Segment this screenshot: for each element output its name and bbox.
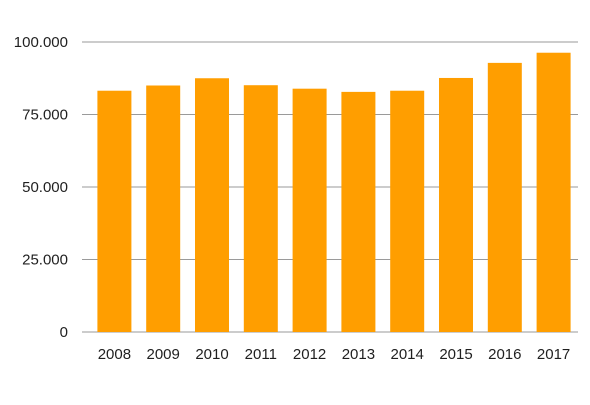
x-tick-label: 2010 (195, 346, 228, 363)
bar-2013 (341, 91, 376, 332)
bar-2014 (390, 90, 425, 332)
x-tick-label: 2014 (391, 346, 424, 363)
bar-2017 (536, 52, 571, 332)
x-tick-label: 2017 (537, 346, 570, 363)
bar-2011 (243, 85, 278, 333)
bar-2016 (487, 62, 522, 332)
y-tick-label: 50.000 (22, 179, 68, 196)
y-tick-label: 0 (60, 324, 68, 341)
bar-2008 (97, 90, 132, 332)
x-tick-label: 2016 (488, 346, 521, 363)
x-tick-label: 2009 (147, 346, 180, 363)
bar-2009 (146, 85, 181, 332)
y-tick-label: 100.000 (14, 34, 68, 51)
bar-2010 (195, 78, 229, 332)
y-tick-label: 25.000 (22, 252, 68, 269)
x-tick-label: 2015 (439, 346, 472, 363)
x-tick-label: 2008 (98, 346, 131, 363)
bar-2012 (292, 88, 327, 332)
x-tick-label: 2012 (293, 346, 326, 363)
bar-2015 (439, 77, 473, 333)
y-tick-label: 75.000 (22, 107, 68, 124)
x-tick-label: 2011 (245, 346, 277, 363)
x-tick-label: 2013 (342, 346, 375, 363)
